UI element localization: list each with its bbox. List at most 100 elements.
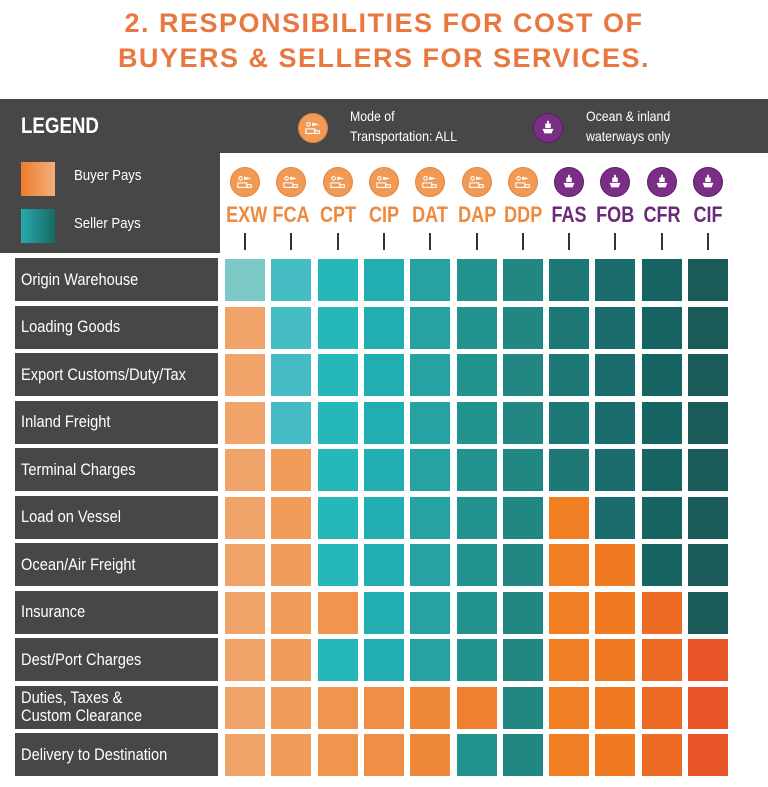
buyer-pays-cell-exw xyxy=(225,544,265,586)
seller-pays-cell-fob xyxy=(595,401,636,444)
ocean-only-label: Ocean & inland waterways only xyxy=(586,108,671,144)
term-code-ddp: DDP xyxy=(503,202,543,227)
seller-pays-cell-cpt xyxy=(317,449,358,491)
seller-pays-cell-cif xyxy=(688,591,728,634)
seller-pays-cell-cfr xyxy=(641,259,682,301)
term-tick xyxy=(244,233,246,250)
buyer-pays-cell-exw xyxy=(225,449,265,491)
seller-pays-cell-dat xyxy=(410,544,451,586)
seller-pays-cell-cif xyxy=(688,496,728,539)
seller-pays-cell-ddp xyxy=(502,734,543,776)
buyer-pays-cell-cfr xyxy=(641,734,682,776)
term-code-fca: FCA xyxy=(272,202,310,227)
buyer-pays-cell-cpt xyxy=(317,686,358,729)
buyer-pays-cell-exw xyxy=(225,591,265,634)
ship-icon xyxy=(554,167,585,197)
page-title-line-1: 2. RESPONSIBILITIES FOR COST OF xyxy=(124,8,644,38)
buyer-pays-cell-fca xyxy=(271,686,312,729)
service-label: Loading Goods xyxy=(21,317,121,336)
seller-pays-cell-cif xyxy=(688,401,728,444)
seller-pays-cell-cif xyxy=(688,544,728,586)
buyer-pays-cell-exw xyxy=(225,639,265,681)
seller-pays-cell-cip xyxy=(363,354,404,396)
multimodal-transport-icon xyxy=(461,167,492,197)
seller-pays-cell-dap xyxy=(456,734,497,776)
service-label: Dest/Port Charges xyxy=(21,649,142,669)
seller-pays-cell-dap xyxy=(456,639,497,681)
service-label: Delivery to Destination xyxy=(21,744,168,764)
seller-pays-cell-dat xyxy=(410,449,451,491)
buyer-pays-cell-fob xyxy=(595,686,636,729)
seller-pays-cell-cpt xyxy=(317,354,358,396)
buyer-pays-cell-exw xyxy=(225,496,265,539)
buyer-pays-cell-cfr xyxy=(641,591,682,634)
seller-pays-cell-cip xyxy=(363,544,404,586)
multimodal-transport-icon xyxy=(298,113,328,143)
seller-pays-cell-cip xyxy=(363,496,404,539)
seller-pays-cell-cif xyxy=(688,354,728,396)
seller-pays-cell-cfr xyxy=(641,354,682,396)
buyer-pays-cell-fca xyxy=(271,544,312,586)
term-code-cip: CIP xyxy=(368,202,399,227)
buyer-pays-cell-cfr xyxy=(641,639,682,681)
seller-pays-cell-dap xyxy=(456,591,497,634)
seller-pays-cell-cpt xyxy=(317,259,358,301)
seller-pays-label: Seller Pays xyxy=(74,215,141,232)
seller-pays-cell-dat xyxy=(410,401,451,444)
seller-pays-cell-cpt xyxy=(317,544,358,586)
buyer-pays-cell-cif xyxy=(688,734,728,776)
seller-pays-cell-cpt xyxy=(317,306,358,349)
service-row-label: Origin Warehouse xyxy=(15,258,218,301)
term-tick xyxy=(568,233,571,250)
term-code-dap: DAP xyxy=(457,202,496,227)
seller-pays-cell-cif xyxy=(688,306,728,349)
ship-icon xyxy=(693,167,723,197)
seller-pays-cell-fca xyxy=(271,259,312,301)
seller-pays-cell-fca xyxy=(271,401,312,444)
buyer-pays-cell-fas xyxy=(549,544,590,586)
buyer-pays-cell-exw xyxy=(225,401,265,444)
service-label: Insurance xyxy=(21,602,86,621)
buyer-pays-cell-dat xyxy=(410,686,451,729)
service-label: Origin Warehouse xyxy=(21,269,139,289)
page-title-line-2: BUYERS & SELLERS FOR SERVICES. xyxy=(117,43,651,73)
multimodal-transport-icon xyxy=(230,167,260,197)
term-code-cfr: CFR xyxy=(643,202,681,227)
seller-pays-cell-cfr xyxy=(641,401,682,444)
seller-pays-cell-fas xyxy=(549,401,590,444)
buyer-pays-cell-fas xyxy=(549,591,590,634)
seller-pays-cell-ddp xyxy=(502,306,543,349)
buyer-pays-cell-cpt xyxy=(317,734,358,776)
buyer-pays-cell-fas xyxy=(549,734,590,776)
service-row-label: Ocean/Air Freight xyxy=(15,543,218,586)
seller-pays-cell-dap xyxy=(456,544,497,586)
service-row-label: Delivery to Destination xyxy=(15,733,218,776)
seller-pays-cell-ddp xyxy=(502,544,543,586)
seller-pays-cell-dat xyxy=(410,639,451,681)
seller-pays-cell-exw xyxy=(225,259,265,301)
seller-pays-cell-ddp xyxy=(502,496,543,539)
buyer-pays-cell-fca xyxy=(271,639,312,681)
seller-pays-cell-dat xyxy=(410,496,451,539)
service-row-label: Dest/Port Charges xyxy=(15,638,218,681)
seller-pays-cell-dat xyxy=(410,354,451,396)
service-row-label: Terminal Charges xyxy=(15,448,218,491)
buyer-pays-cell-exw xyxy=(225,354,265,396)
term-tick xyxy=(475,233,478,250)
service-row-label: Loading Goods xyxy=(15,305,218,349)
buyer-pays-cell-fob xyxy=(595,591,636,634)
service-label: Duties, Taxes & Custom Clearance xyxy=(21,688,143,725)
seller-pays-cell-cfr xyxy=(641,496,682,539)
seller-pays-cell-fob xyxy=(595,449,636,491)
buyer-pays-cell-dap xyxy=(456,686,497,729)
service-row-label: Load on Vessel xyxy=(15,495,218,539)
buyer-pays-cell-exw xyxy=(225,686,265,729)
term-tick xyxy=(290,233,293,250)
seller-pays-cell-cip xyxy=(363,449,404,491)
seller-pays-cell-dap xyxy=(456,259,497,301)
seller-pays-cell-fob xyxy=(595,259,636,301)
term-code-cif: CIF xyxy=(693,202,723,227)
seller-pays-cell-ddp xyxy=(502,686,543,729)
seller-pays-cell-cip xyxy=(363,639,404,681)
seller-pays-cell-fob xyxy=(595,496,636,539)
